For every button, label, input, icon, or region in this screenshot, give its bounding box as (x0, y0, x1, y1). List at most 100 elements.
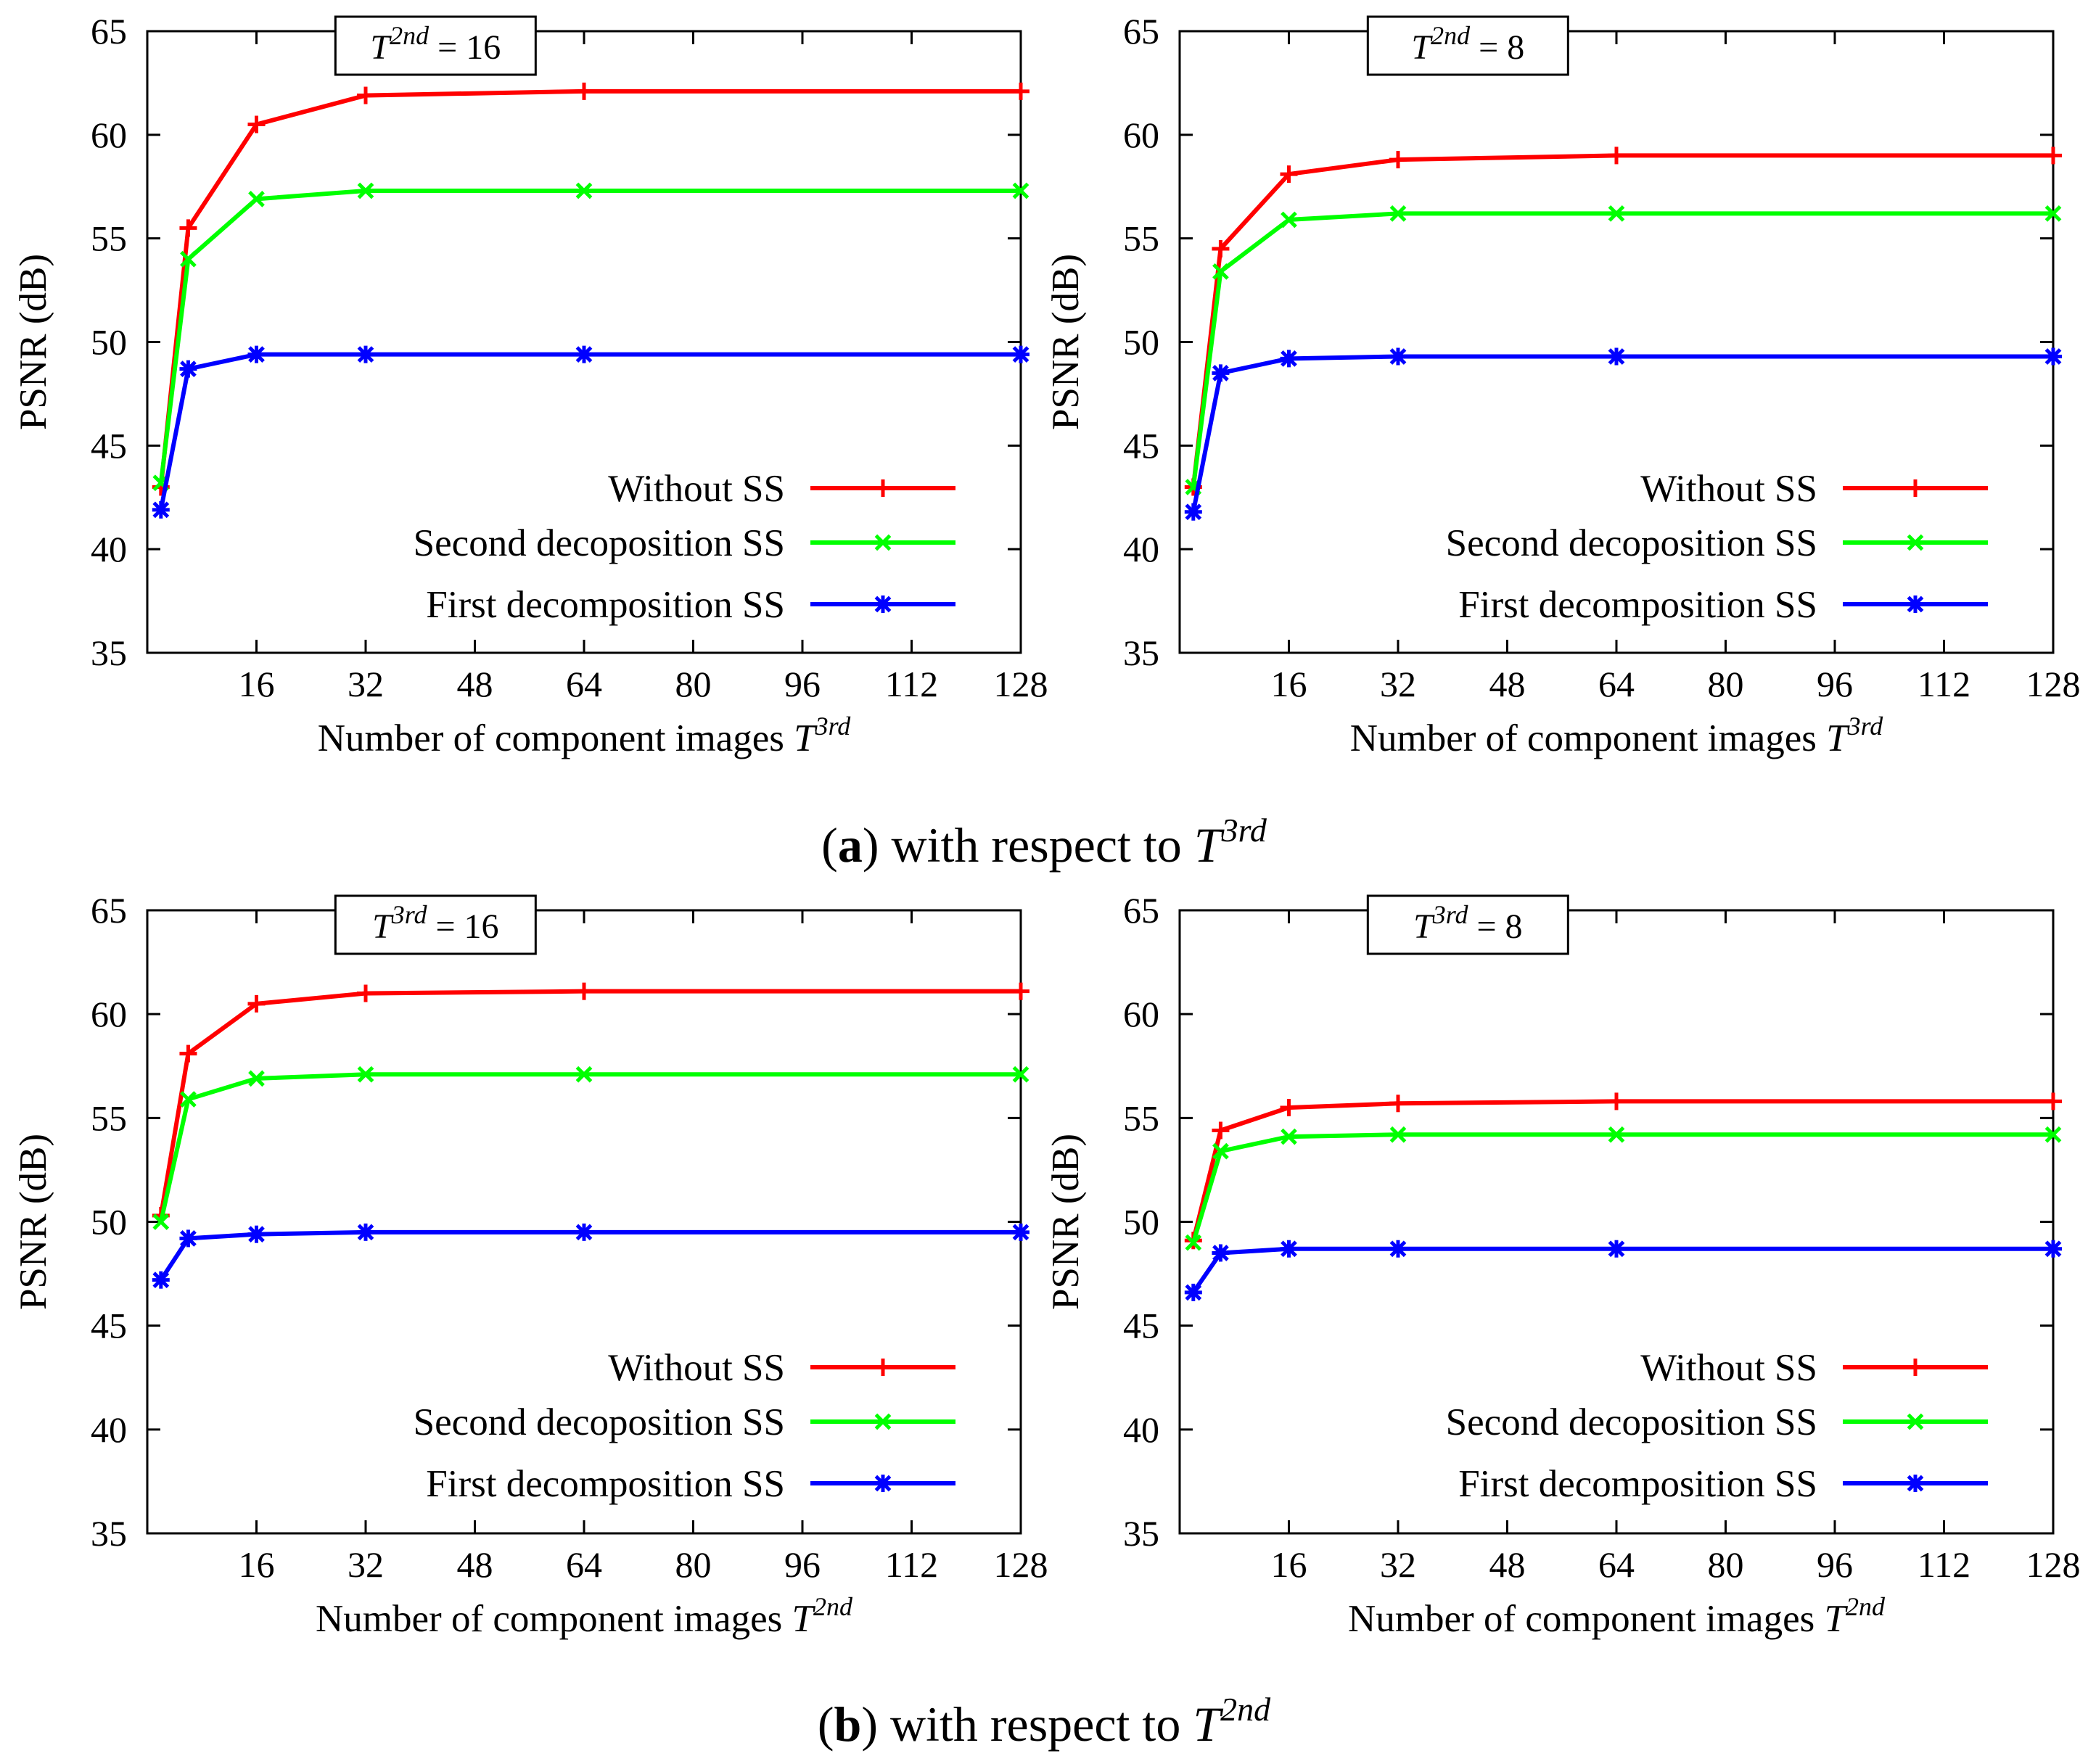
data-point (1012, 82, 1029, 100)
y-tick-label: 55 (1123, 218, 1159, 259)
series-line (158, 1072, 1021, 1223)
x-tick-label: 64 (1598, 1544, 1635, 1585)
legend-label: First decomposition SS (426, 584, 785, 626)
x-tick-label: 128 (2026, 1544, 2081, 1585)
legend-marker (874, 534, 892, 551)
x-tick-label: 80 (1708, 1544, 1744, 1585)
series-2 (1184, 347, 2062, 521)
data-point (575, 182, 593, 199)
y-tick-label: 65 (91, 11, 127, 51)
parameter-box (334, 15, 537, 76)
chart-a-left: 35 40 45 50 55 60 65 16 32 48 64 80 96 112 128 PSNR (dB… (12, 11, 1048, 759)
data-point (247, 345, 266, 363)
y-tick-label: 60 (1123, 994, 1159, 1034)
data-point (180, 1091, 197, 1108)
y-tick-label: 50 (91, 322, 127, 363)
x-tick-label: 64 (566, 1544, 602, 1585)
x-axis-label: Number of component images T3rd (318, 712, 852, 759)
data-point (152, 500, 170, 519)
data-point (1608, 205, 1625, 222)
series-line (1191, 211, 2053, 487)
legend-entry: Second decoposition SS (414, 1401, 955, 1443)
series-line (158, 188, 1021, 484)
series-2 (152, 345, 1029, 519)
series-1 (1185, 205, 2062, 495)
data-point (1608, 1240, 1625, 1258)
y-tick-label: 45 (91, 425, 127, 466)
x-tick-label: 96 (784, 664, 821, 704)
data-point (2044, 205, 2062, 222)
legend-marker (1907, 1413, 1924, 1430)
data-point (1012, 982, 1029, 1000)
data-point (1212, 1142, 1229, 1160)
x-tick-label: 112 (1918, 664, 1970, 704)
caption-b: (b) with respect to T2nd (818, 1691, 1271, 1752)
legend-entry: Without SS (1640, 468, 1988, 510)
data-point (1012, 182, 1029, 199)
x-tick-label: 64 (566, 664, 602, 704)
series-line (1191, 354, 2053, 513)
data-point (357, 182, 374, 199)
chart-b-right: 35 40 45 50 55 60 65 16 32 48 64 80 96 112 128 PSNR (dB… (1045, 890, 2081, 1640)
data-point (179, 219, 197, 237)
legend-label: First decomposition SS (1458, 1463, 1817, 1505)
parameter-box (1366, 894, 1569, 955)
data-point (1389, 205, 1407, 222)
data-point (2044, 147, 2062, 165)
y-tick-label: 50 (1123, 322, 1159, 363)
legend-label: Second decoposition SS (1446, 522, 1817, 564)
legend-entry: Without SS (608, 468, 955, 510)
legend-entry: Without SS (608, 1347, 955, 1389)
x-axis-label: Number of component images T3rd (1350, 712, 1884, 759)
y-tick-label: 65 (91, 890, 127, 931)
series-line (1191, 1099, 2053, 1241)
y-tick-label: 35 (91, 1513, 127, 1554)
y-tick-label: 50 (91, 1202, 127, 1242)
y-tick-label: 45 (91, 1306, 127, 1346)
data-point (575, 1223, 593, 1241)
legend-entry: Second decoposition SS (1446, 1401, 1988, 1443)
legend-entry: Without SS (1640, 1347, 1988, 1389)
data-point (1280, 1099, 1298, 1117)
data-point (357, 1066, 374, 1083)
series-1 (1185, 1126, 2062, 1251)
data-point (1212, 1244, 1230, 1262)
y-tick-label: 35 (91, 632, 127, 673)
y-tick-label: 55 (1123, 1097, 1159, 1138)
x-tick-label: 96 (1817, 1544, 1853, 1585)
x-tick-label: 80 (675, 1544, 712, 1585)
legend-entry: Second decoposition SS (414, 522, 955, 564)
y-tick-label: 50 (1123, 1202, 1159, 1242)
legend-entry: First decomposition SS (426, 1463, 955, 1505)
legend-label: Without SS (608, 468, 785, 510)
x-tick-label: 16 (1271, 1544, 1307, 1585)
x-tick-label: 96 (784, 1544, 821, 1585)
data-point (248, 1070, 265, 1087)
series-line (1191, 1132, 2053, 1243)
data-point (575, 1066, 593, 1083)
y-tick-label: 40 (91, 529, 127, 569)
series-line (158, 989, 1021, 1216)
y-tick-label: 55 (91, 1097, 127, 1138)
data-point (152, 1271, 170, 1289)
data-point (357, 1223, 374, 1241)
series-0 (152, 82, 1029, 496)
parameter-label: T3rd = 16 (372, 900, 498, 946)
series-0 (1184, 147, 2062, 496)
series-0 (1184, 1092, 2062, 1250)
parameter-box (1366, 15, 1569, 76)
legend-entry: First decomposition SS (1458, 584, 1988, 626)
series-line (158, 88, 1021, 487)
legend-label: Without SS (1640, 468, 1817, 510)
series-2 (152, 1223, 1029, 1289)
x-tick-label: 48 (457, 1544, 493, 1585)
x-tick-label: 128 (994, 664, 1048, 704)
legend-marker (874, 595, 892, 613)
y-tick-label: 65 (1123, 11, 1159, 51)
data-point (179, 360, 197, 378)
x-tick-label: 32 (348, 664, 384, 704)
data-point (1184, 503, 1202, 521)
y-tick-label: 40 (1123, 529, 1159, 569)
legend-marker (874, 479, 892, 497)
data-point (2044, 1240, 2062, 1258)
